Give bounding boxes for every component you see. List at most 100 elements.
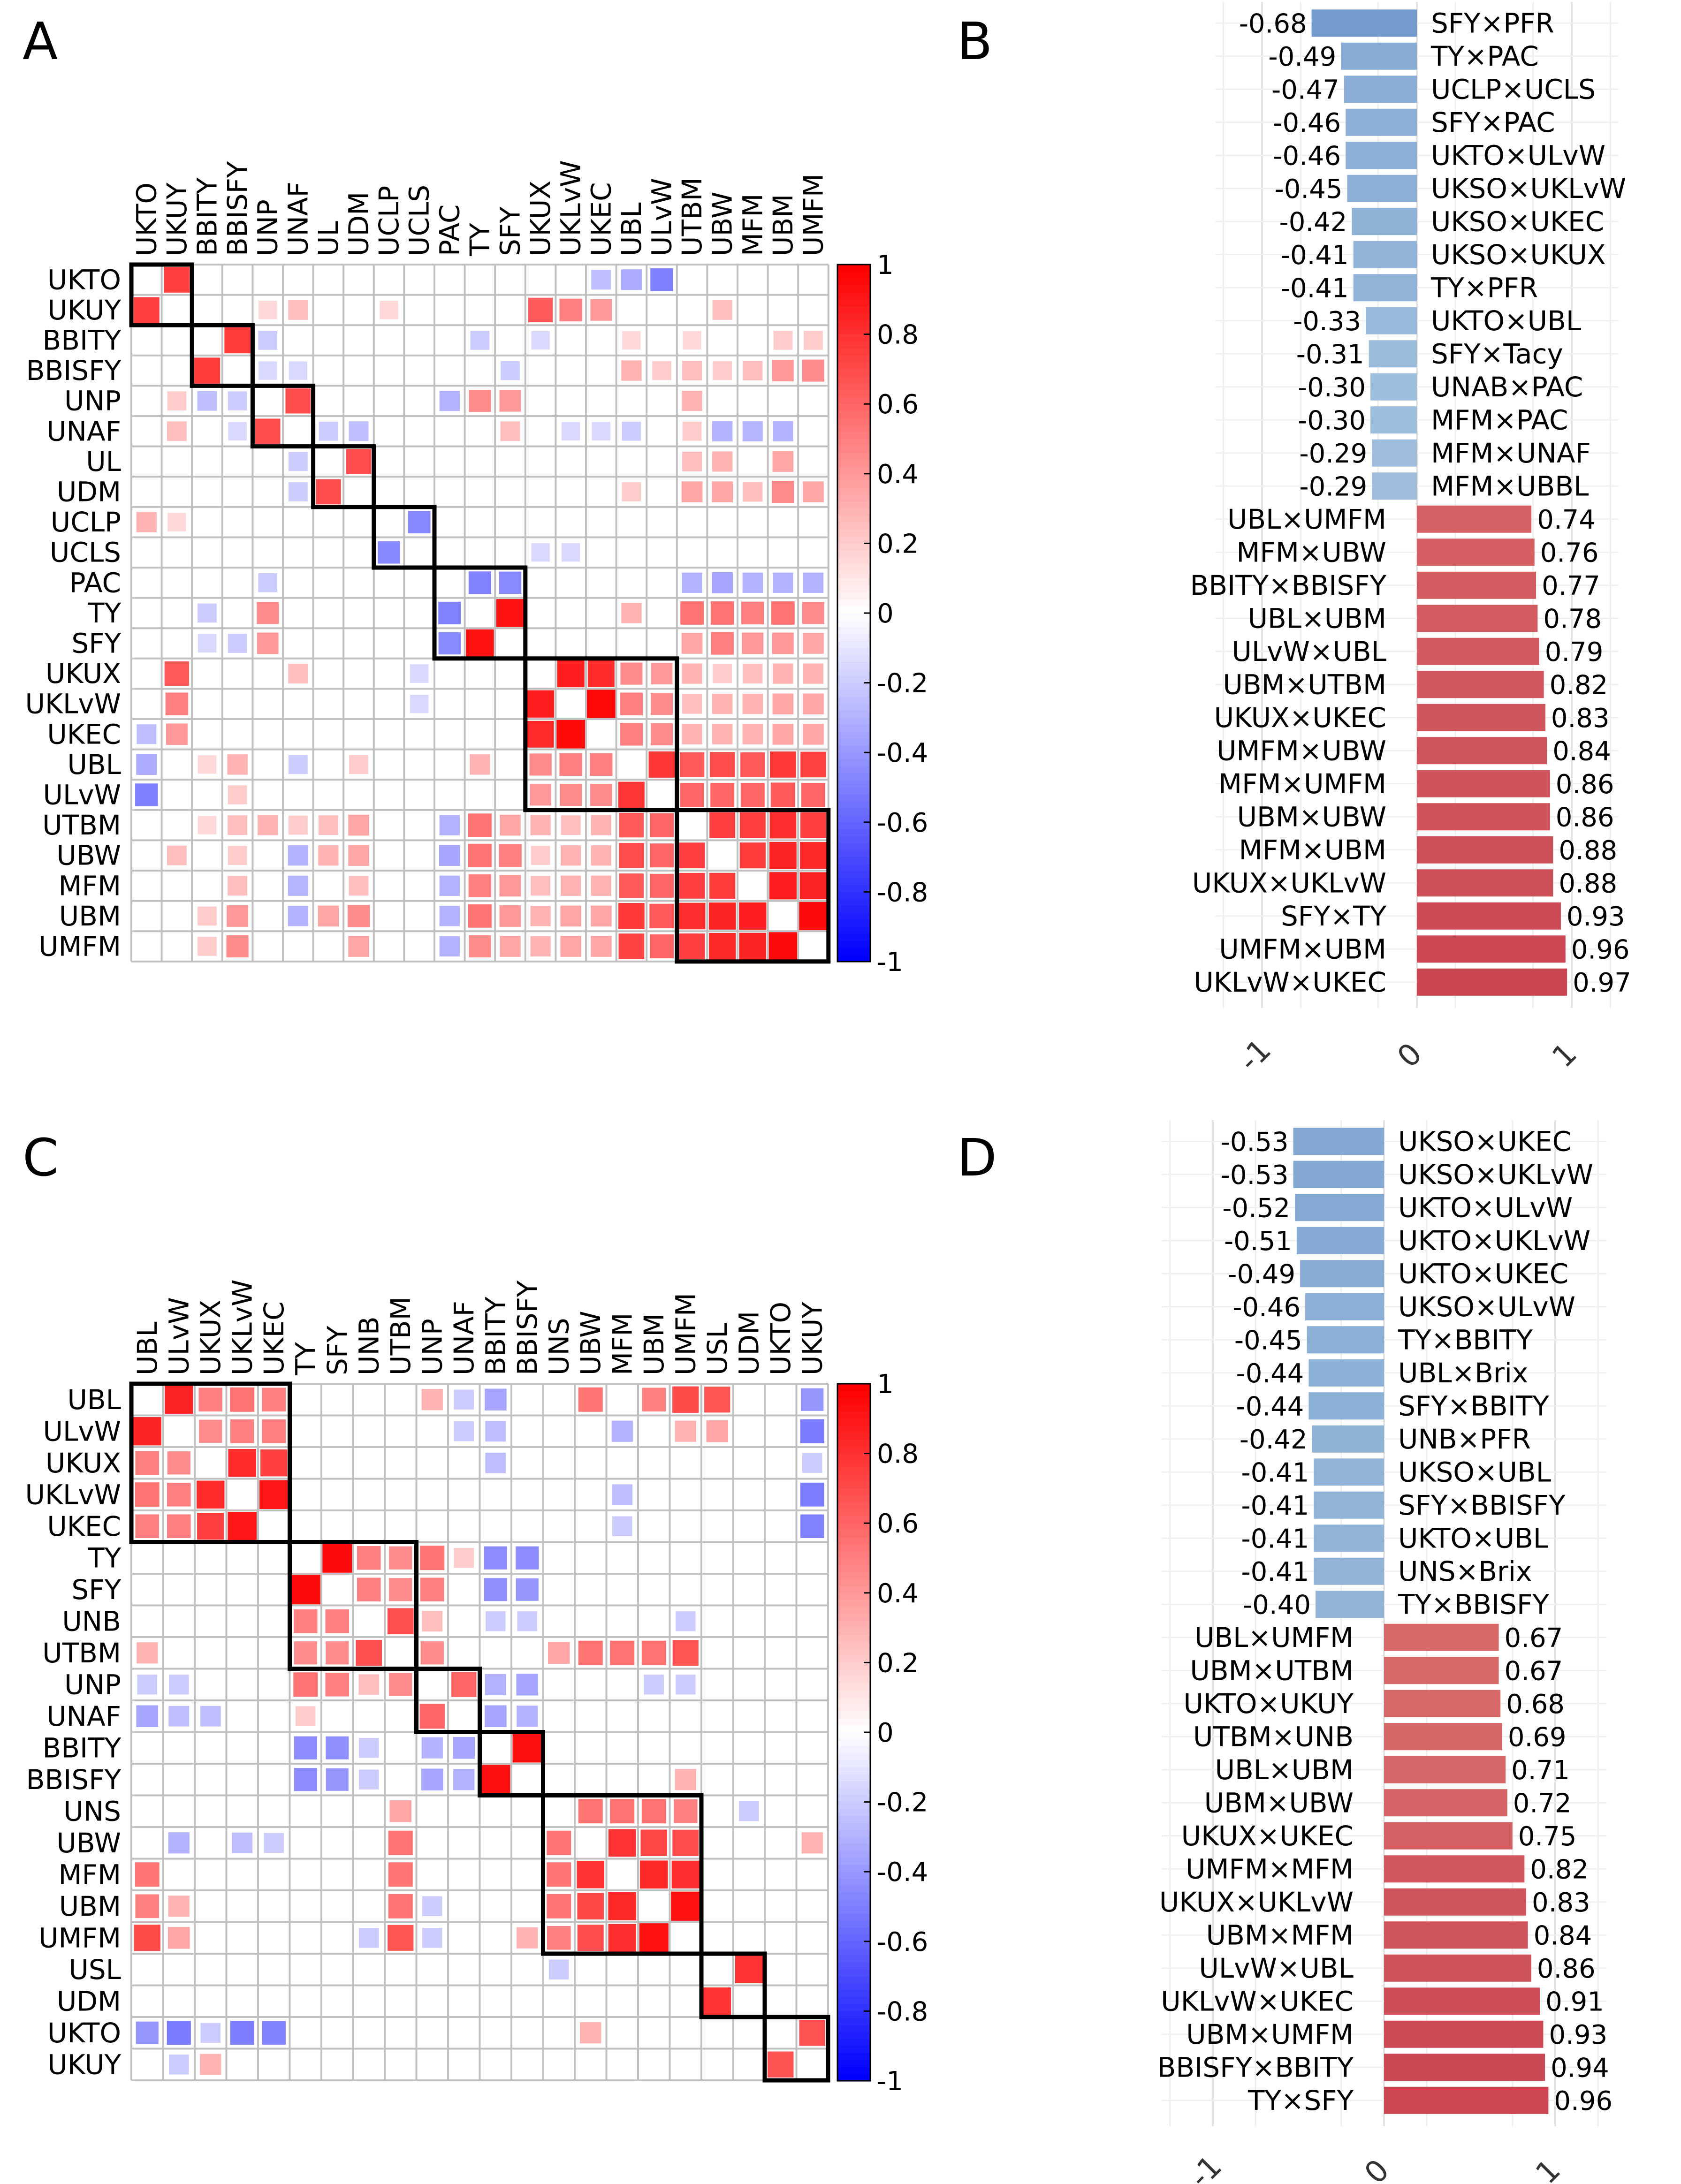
heatmap-cell-UBM-UNAF [288, 906, 308, 926]
colorbar-step [837, 1648, 870, 1656]
row-label-UKTO: UKTO [47, 264, 121, 296]
heatmap-cell-UNP-UBM [644, 1674, 664, 1695]
bar-value-label: 0.93 [1549, 2020, 1607, 2050]
colorbar-step [837, 704, 870, 712]
heatmap-cell-UMFM-UKUX [530, 936, 551, 957]
heatmap-cell-UL-UBM [772, 451, 794, 472]
row-label-UDM: UDM [57, 1985, 121, 2017]
colorbar-step [837, 2039, 870, 2047]
colorbar-step [837, 592, 870, 600]
bar-TY×BBITY [1307, 1326, 1384, 1354]
cluster-box [478, 1730, 545, 1797]
heatmap-cell-UKEC-UKTO [137, 724, 157, 744]
heatmap-cell-BBITY-UKUX [531, 331, 550, 350]
bar-category-label: TY×PFR [1430, 272, 1538, 303]
col-label-UCLP: UCLP [373, 186, 405, 256]
heatmap-cell-UKEC-UBL [620, 723, 643, 746]
row-label-UNAF: UNAF [46, 415, 121, 447]
heatmap-cell-UMFM-UBW [709, 933, 736, 960]
cluster-box [523, 656, 679, 812]
heatmap-cell-UKEC-UKUY [800, 1514, 824, 1538]
bar-ULvW×UBL [1417, 637, 1539, 665]
col-label-SFY: SFY [494, 206, 526, 256]
bar-value-label: 0.82 [1530, 1854, 1589, 1885]
heatmap-cell-BBISFY-MFM [743, 361, 763, 381]
colorbar-step [837, 501, 870, 509]
heatmap-cell-UTBM-UKEC [591, 815, 611, 835]
cluster-box [288, 1540, 418, 1671]
colorbar-step [837, 543, 870, 551]
colorbar-step [837, 759, 870, 767]
heatmap-cell-UKUX-UKLvW [557, 660, 585, 688]
colorbar-step [837, 2018, 870, 2026]
heatmap-cell-UCLS-UKLvW [561, 543, 580, 562]
col-label-USL: USL [701, 1323, 733, 1375]
bar-category-label: SFY×TY [1281, 900, 1387, 932]
heatmap-cell-UNAF-SFY [500, 421, 520, 441]
heatmap-cell-UBL-MFM [740, 752, 765, 777]
heatmap-cell-UNP-UTBM [389, 1673, 412, 1696]
heatmap-cell-UBL-UKEC [590, 753, 613, 776]
col-label-UNAF: UNAF [282, 182, 314, 256]
heatmap-cell-UBW-UTBM [388, 1830, 413, 1855]
colorbar-step [837, 1718, 870, 1726]
colorbar-step [837, 494, 870, 502]
colorbar-step [837, 906, 870, 913]
bar-SFY×PAC [1346, 108, 1417, 136]
bar-value-label: 0.69 [1508, 1722, 1567, 1752]
col-label-UBM: UBM [638, 1313, 670, 1375]
col-label-UBM: UBM [767, 194, 799, 256]
colorbar-step [837, 425, 870, 432]
heatmap-cell-UKEC-UKLvW [556, 720, 585, 749]
row-label-UBL: UBL [67, 749, 121, 781]
heatmap-cell-UNAF-UNP [419, 1704, 445, 1729]
colorbar-tick-label: 0.4 [877, 1578, 919, 1609]
colorbar-step [837, 1607, 870, 1615]
heatmap-cell-ULvW-UKEC [262, 1419, 286, 1443]
heatmap-cell-PAC-UBM [773, 572, 793, 593]
col-label-SFY: SFY [321, 1326, 353, 1375]
col-label-UBL: UBL [131, 1321, 163, 1375]
heatmap-cell-UNP-ULvW [168, 1674, 189, 1695]
colorbar-step [837, 1495, 870, 1503]
heatmap-cell-UBM-BBITY [198, 906, 217, 926]
heatmap-cell-UNAF-ULvW [168, 1706, 190, 1727]
heatmap-cell-UMFM-SFY [500, 936, 521, 957]
bar-UMFM×UBW [1417, 737, 1547, 765]
heatmap-cell-UNP-PAC [439, 391, 460, 411]
heatmap-cell-BBISFY-ULvW [652, 361, 671, 380]
colorbar-step [837, 508, 870, 516]
heatmap-cell-UCLP-UCLS [408, 511, 431, 533]
heatmap-cell-MFM-TY [468, 874, 492, 897]
heatmap-cell-UNP-TY [293, 1672, 318, 1697]
heatmap-cell-UNB-UNP [422, 1611, 443, 1632]
bar-TY×SFY [1384, 2086, 1549, 2114]
colorbar-step [837, 432, 870, 440]
bar-value-label: -0.41 [1281, 240, 1349, 271]
colorbar-step [837, 404, 870, 412]
bar-TY×PFR [1353, 274, 1417, 302]
heatmap-cell-PAC-UTBM [682, 572, 702, 593]
heatmap-cell-UNS-MFM [610, 1799, 635, 1824]
heatmap-cell-UKLvW-UBL [135, 1482, 160, 1507]
colorbar-step [837, 1446, 870, 1454]
colorbar-tick-label: 0.6 [877, 1509, 919, 1539]
bar-category-label: UKTO×UBL [1431, 305, 1581, 337]
heatmap-cell-UTBM-UBW [709, 812, 736, 838]
colorbar-step [837, 606, 870, 614]
colorbar-step [837, 1565, 870, 1573]
heatmap-cell-UBM-UTBM [678, 902, 706, 930]
heatmap-cell-UKUY-UKTO [768, 2051, 794, 2078]
bar-category-label: BBISFY×BBITY [1157, 2051, 1354, 2083]
bar-category-label: TY×BBITY [1398, 1324, 1533, 1356]
row-label-UKUY: UKUY [47, 294, 121, 326]
heatmap-cell-UBL-BBITY [198, 755, 217, 774]
heatmap-cell-UCLS-UCLP [378, 541, 400, 564]
bar-value-label: -0.31 [1296, 339, 1364, 370]
heatmap-cell-UBL-UBW [709, 752, 735, 777]
bar-category-label: UBL×UMFM [1194, 1622, 1354, 1653]
heatmap-cell-UBL-UDM [349, 755, 368, 774]
heatmap-cell-UNAF-UBL [622, 421, 641, 441]
colorbar-step [837, 926, 870, 934]
